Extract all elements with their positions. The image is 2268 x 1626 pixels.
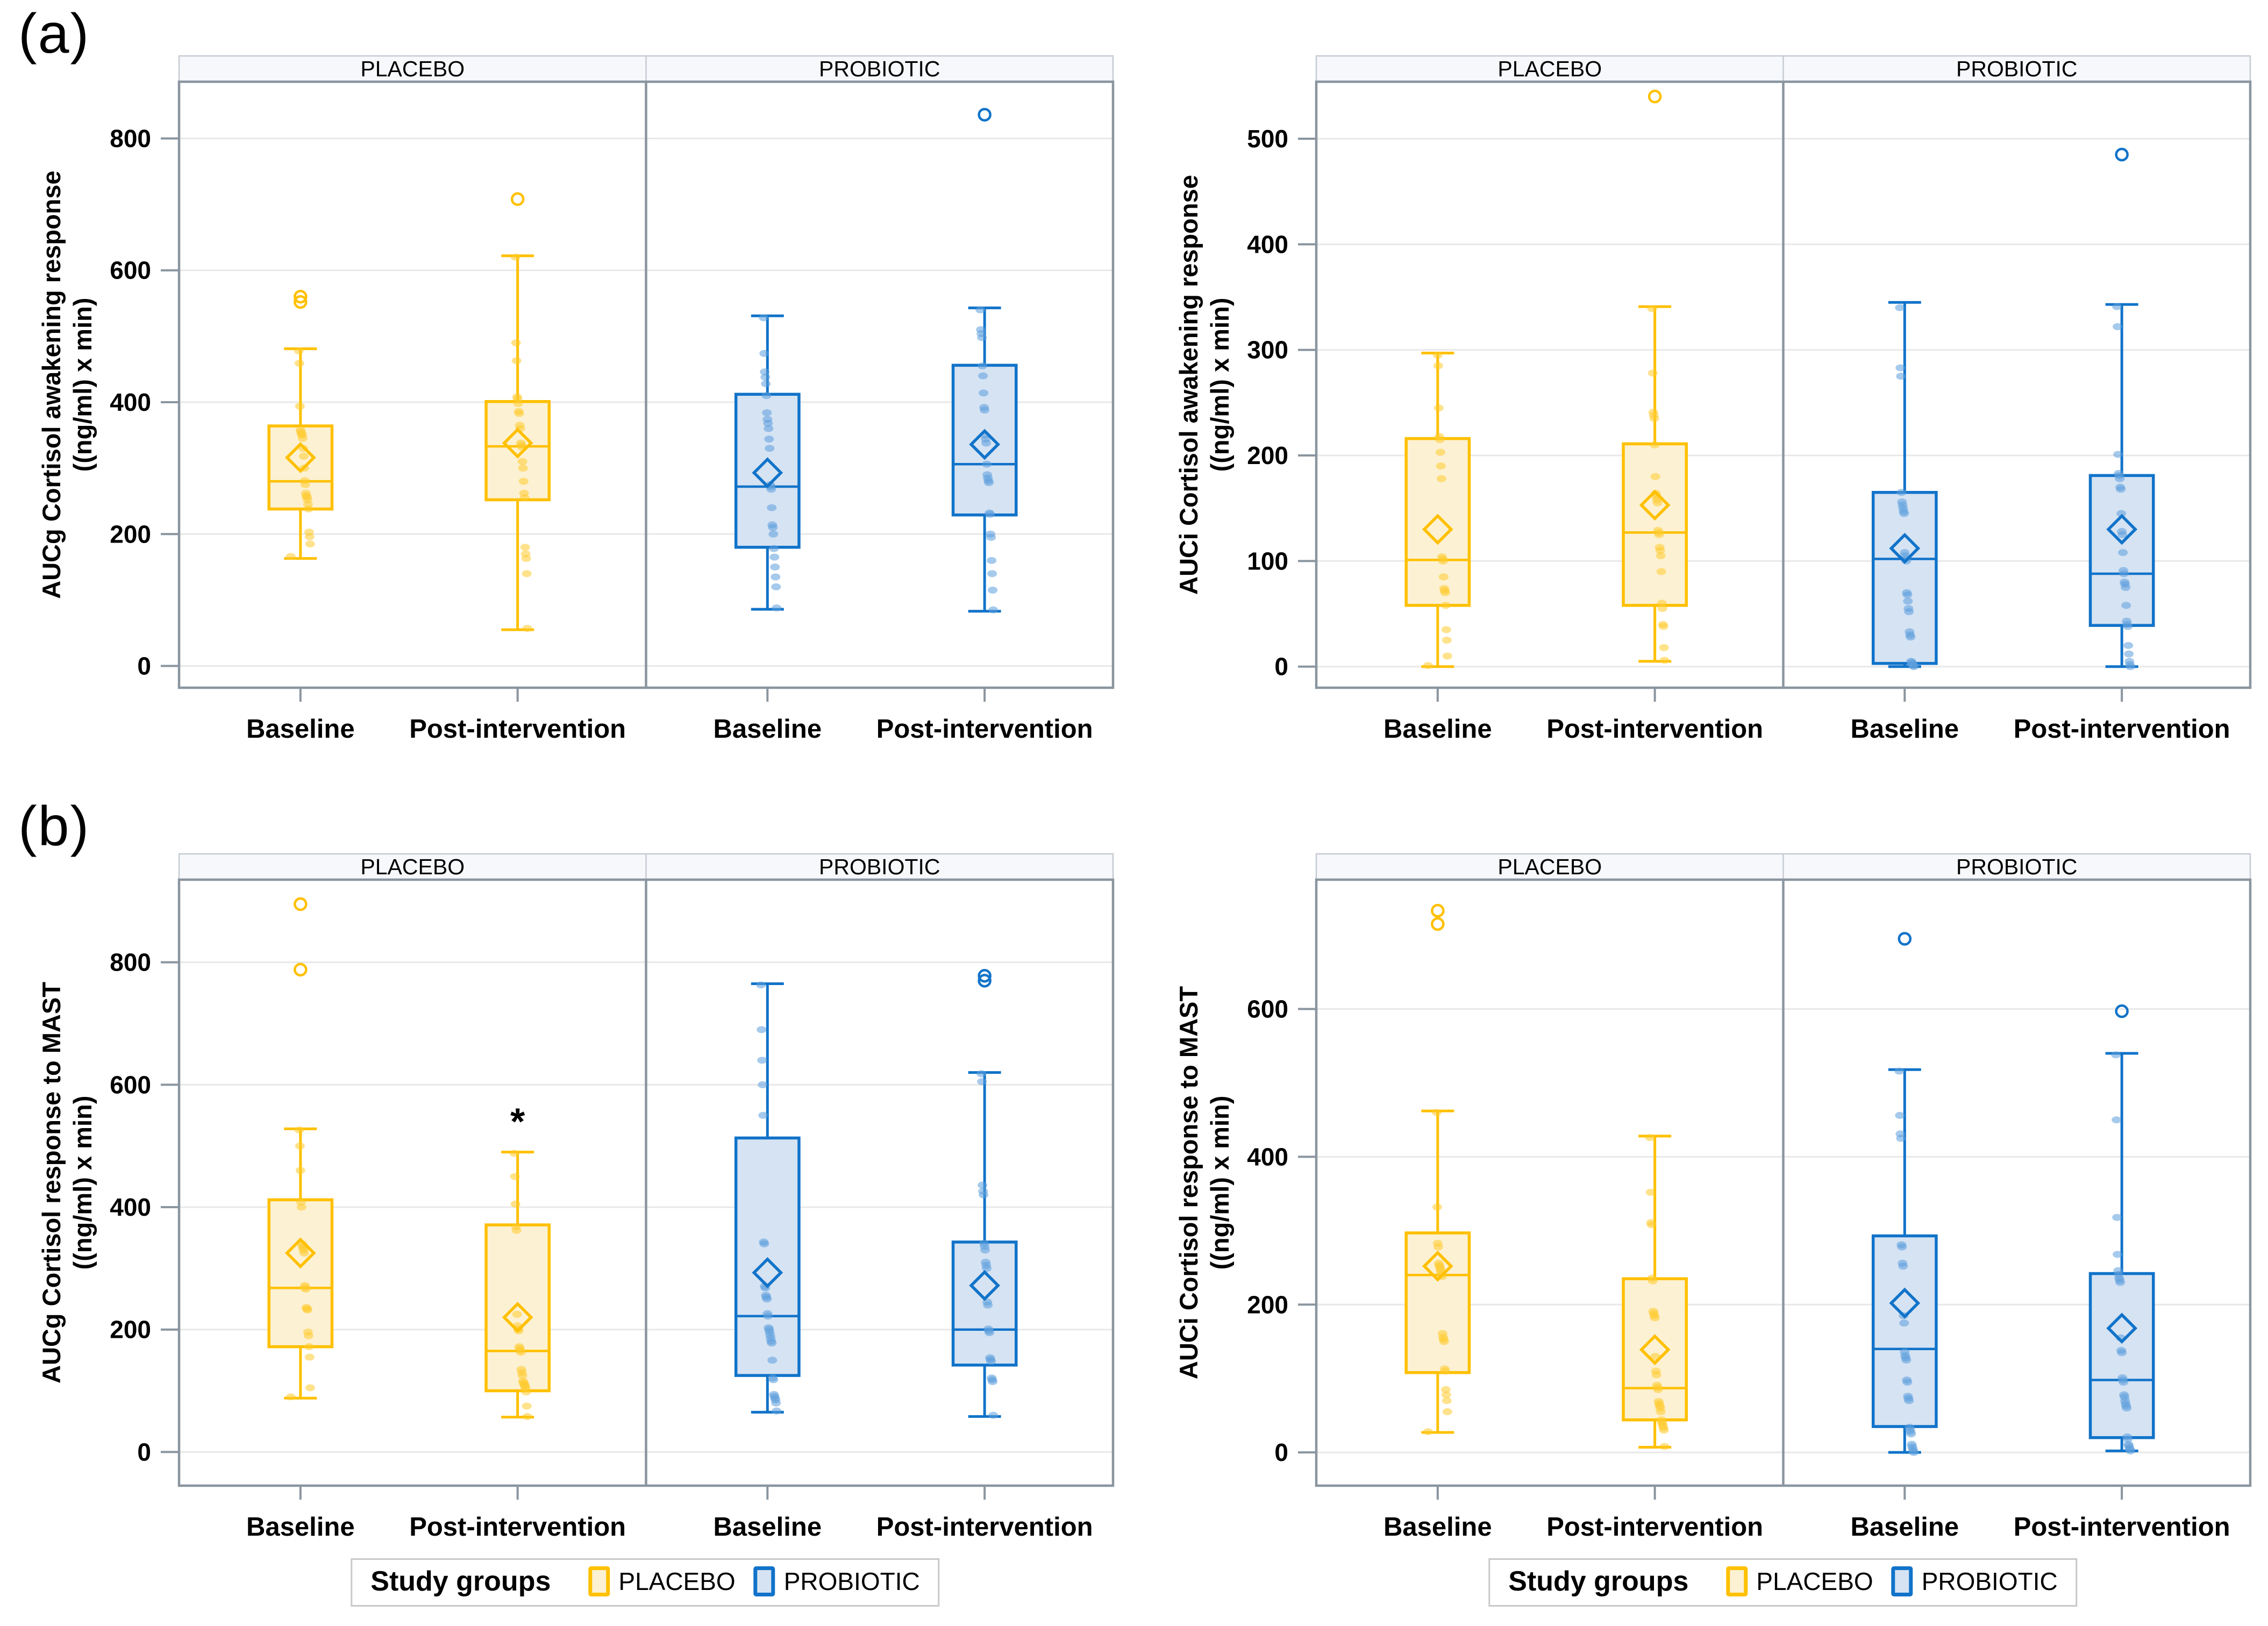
svg-text:Baseline: Baseline [246,715,355,744]
svg-text:200: 200 [1247,1290,1288,1318]
svg-text:0: 0 [1274,1438,1288,1466]
svg-text:Post-intervention: Post-intervention [1546,715,1763,744]
svg-text:500: 500 [1247,125,1288,153]
chart-aucg-mast-response: PLACEBO PROBIOTIC 0 200 400 600 800 * Baseline Po… [32,823,1135,1586]
legend-item-label: PLACEBO [618,1567,736,1595]
svg-text:200: 200 [1247,441,1288,469]
svg-text:400: 400 [110,1193,151,1221]
legend-item-placebo: PLACEBO [1726,1566,1873,1596]
legend: Study groups PLACEBO PROBIOTIC [351,1558,940,1607]
svg-text:PROBIOTIC: PROBIOTIC [1956,854,2078,879]
svg-text:Post-intervention: Post-intervention [876,715,1093,744]
svg-text:Baseline: Baseline [714,715,822,744]
svg-text:400: 400 [1247,1143,1288,1171]
panel-b-label: (b) [18,795,90,858]
svg-text:PLACEBO: PLACEBO [360,854,465,879]
svg-text:Baseline: Baseline [1383,715,1492,744]
svg-text:Post-intervention: Post-intervention [409,715,626,744]
placebo-swatch-icon [588,1566,610,1596]
boxplot-canvas-auci-awakening: PLACEBO PROBIOTIC 0 100 200 300 400 500 Baseline… [1174,55,2252,744]
legend-item-probiotic: PROBIOTIC [753,1566,920,1596]
svg-text:((ng/ml) x min): ((ng/ml) x min) [1206,298,1234,472]
svg-text:400: 400 [110,388,151,416]
svg-text:AUCg Cortisol response to MAST: AUCg Cortisol response to MAST [37,982,66,1383]
legend-title: Study groups [370,1566,551,1597]
svg-text:800: 800 [110,948,151,976]
svg-text:AUCi Cortisol response to MAST: AUCi Cortisol response to MAST [1174,986,1203,1379]
svg-text:AUCi Cortisol awakening respon: AUCi Cortisol awakening response [1174,175,1203,595]
svg-text:Baseline: Baseline [714,1513,822,1542]
chart-auci-awakening-response: PLACEBO PROBIOTIC 0 100 200 300 400 500 Baseline… [1169,25,2268,788]
svg-text:400: 400 [1247,230,1288,258]
svg-text:0: 0 [137,1438,151,1466]
svg-text:Post-intervention: Post-intervention [2014,715,2230,744]
svg-text:Post-intervention: Post-intervention [1546,1513,1763,1542]
svg-text:800: 800 [110,124,151,152]
legend-item-label: PROBIOTIC [1921,1567,2058,1595]
boxplot-canvas-aucg-mast: PLACEBO PROBIOTIC 0 200 400 600 800 * Baseline Po… [37,853,1115,1542]
svg-text:Baseline: Baseline [1851,715,1959,744]
svg-text:((ng/ml) x min): ((ng/ml) x min) [1206,1096,1234,1270]
legend-title: Study groups [1508,1566,1689,1597]
svg-text:600: 600 [110,256,151,284]
placebo-swatch-icon [1726,1566,1748,1596]
chart-auci-mast-response: PLACEBO PROBIOTIC 0 200 400 600 Baseline Post-i… [1169,823,2268,1586]
boxplot-canvas-auci-mast: PLACEBO PROBIOTIC 0 200 400 600 Baseline Post-i… [1174,853,2252,1542]
svg-text:((ng/ml) x min): ((ng/ml) x min) [68,1096,97,1270]
svg-text:PROBIOTIC: PROBIOTIC [819,56,940,81]
svg-text:Baseline: Baseline [246,1513,355,1542]
svg-text:PLACEBO: PLACEBO [1497,854,1602,879]
svg-text:Baseline: Baseline [1851,1513,1959,1542]
svg-text:PROBIOTIC: PROBIOTIC [819,854,940,879]
svg-text:200: 200 [110,520,151,548]
svg-text:Baseline: Baseline [1383,1513,1492,1542]
svg-text:Post-intervention: Post-intervention [2014,1513,2230,1542]
svg-text:Post-intervention: Post-intervention [876,1513,1093,1542]
panel-a-label: (a) [18,3,90,65]
svg-text:0: 0 [1274,653,1288,681]
probiotic-swatch-icon [1891,1566,1913,1596]
legend-item-label: PLACEBO [1756,1567,1873,1595]
svg-text:300: 300 [1247,336,1288,364]
svg-text:PLACEBO: PLACEBO [360,56,465,81]
svg-text:600: 600 [110,1071,151,1099]
legend: Study groups PLACEBO PROBIOTIC [1488,1558,2078,1607]
chart-aucg-awakening-response: PLACEBO PROBIOTIC 0 200 400 600 800 Baseline Pos… [32,25,1135,788]
svg-text:((ng/ml) x min): ((ng/ml) x min) [68,298,97,472]
svg-text:AUCg Cortisol awakening respon: AUCg Cortisol awakening response [37,170,66,599]
svg-text:*: * [510,1101,525,1143]
svg-text:600: 600 [1247,995,1288,1023]
legend-item-placebo: PLACEBO [588,1566,736,1596]
svg-text:Post-intervention: Post-intervention [409,1513,626,1542]
probiotic-swatch-icon [753,1566,775,1596]
boxplot-canvas-aucg-awakening: PLACEBO PROBIOTIC 0 200 400 600 800 Baseline Pos… [37,55,1115,744]
svg-text:0: 0 [137,652,151,680]
legend-item-probiotic: PROBIOTIC [1891,1566,2058,1596]
svg-text:PLACEBO: PLACEBO [1497,56,1602,81]
svg-text:200: 200 [110,1316,151,1344]
legend-item-label: PROBIOTIC [783,1567,920,1595]
svg-text:100: 100 [1247,547,1288,575]
svg-text:PROBIOTIC: PROBIOTIC [1956,56,2078,81]
